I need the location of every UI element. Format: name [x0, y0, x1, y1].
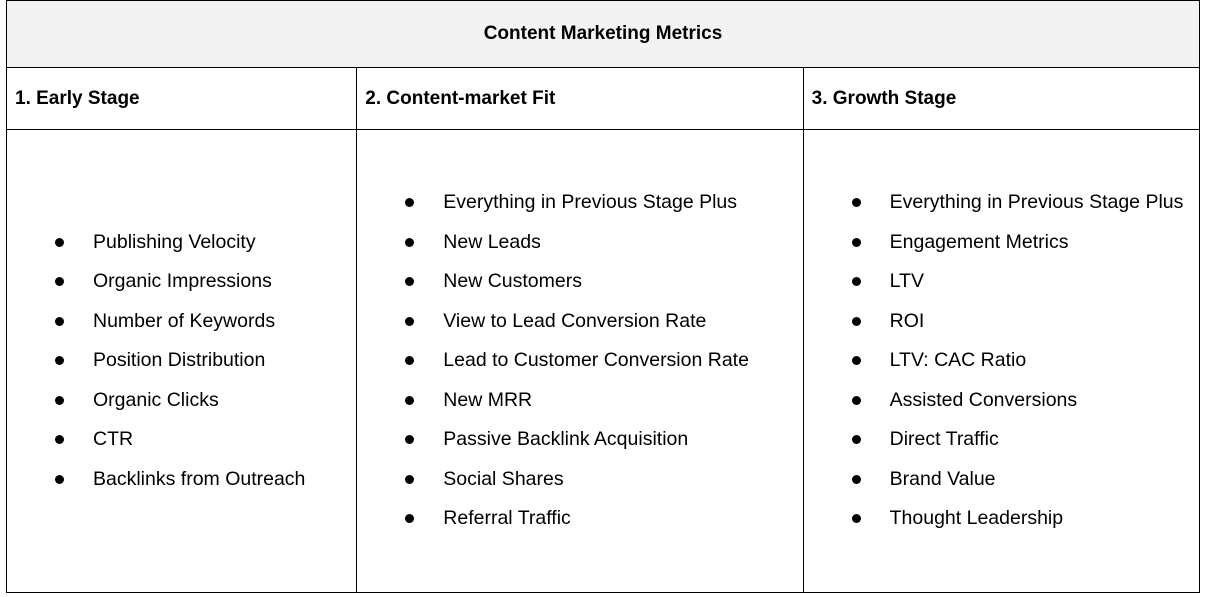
list-item-label: Thought Leadership: [889, 507, 1064, 530]
list-item: LTV: [804, 262, 1199, 302]
bullet-icon: [851, 277, 861, 287]
list-item-label: Engagement Metrics: [889, 230, 1069, 253]
column-cell-content-market-fit: Everything in Previous Stage Plus New Lea…: [356, 129, 804, 593]
list-item-label: Brand Value: [889, 467, 996, 490]
bullet-icon: [405, 356, 415, 366]
table-title: Content Marketing Metrics: [6, 0, 1200, 68]
column-cell-growth-stage: Everything in Previous Stage Plus Engagem…: [802, 129, 1201, 593]
bullet-icon: [851, 435, 861, 445]
list-item-label: Number of Keywords: [93, 309, 276, 332]
bullet-icon: [851, 356, 861, 366]
column-heading-growth-stage: 3. Growth Stage: [802, 67, 1201, 130]
bullet-icon: [851, 316, 861, 326]
bullet-icon: [55, 435, 64, 445]
list-item: Thought Leadership: [804, 499, 1199, 539]
metrics-table-container: Content Marketing Metrics 1. Early Stage…: [5, 0, 1201, 593]
title-row: Content Marketing Metrics: [6, 0, 1200, 68]
list-item-label: LTV: CAC Ratio: [889, 349, 1027, 372]
list-item-label: Backlinks from Outreach: [93, 467, 306, 490]
list-item: ROI: [804, 302, 1199, 342]
bullet-icon: [55, 237, 64, 247]
list-item: Publishing Velocity: [7, 223, 356, 263]
list-item: Social Shares: [357, 460, 802, 500]
header-row: 1. Early Stage 2. Content-market Fit 3. …: [5, 67, 1201, 130]
list-item: LTV: CAC Ratio: [804, 341, 1199, 381]
list-item: Lead to Customer Conversion Rate: [357, 341, 802, 381]
metric-list-early-stage: Publishing Velocity Organic Impressions Nu…: [7, 223, 356, 500]
list-item: Backlinks from Outreach: [7, 460, 356, 500]
column-heading-content-market-fit: 2. Content-market Fit: [356, 67, 804, 130]
bullet-icon: [55, 277, 64, 287]
bullet-icon: [851, 198, 861, 208]
list-item: Referral Traffic: [357, 499, 802, 539]
list-item-label: New Customers: [443, 270, 582, 293]
list-item: Organic Impressions: [7, 262, 356, 302]
list-item-label: LTV: [889, 270, 924, 293]
list-item: New MRR: [357, 381, 802, 421]
list-item-label: CTR: [93, 428, 134, 451]
bullet-icon: [851, 514, 861, 524]
list-item: New Leads: [357, 223, 802, 263]
list-item: Position Distribution: [7, 341, 356, 381]
list-item: Number of Keywords: [7, 302, 356, 342]
bullet-icon: [405, 474, 415, 484]
list-item-label: ROI: [889, 309, 925, 332]
metric-list-content-market-fit: Everything in Previous Stage Plus New Lea…: [357, 183, 802, 539]
list-item-label: Passive Backlink Acquisition: [443, 428, 689, 451]
list-item-label: View to Lead Conversion Rate: [443, 309, 707, 332]
list-item-label: Everything in Previous Stage Plus: [443, 191, 738, 214]
bullet-icon: [405, 316, 415, 326]
list-item-label: New Leads: [443, 230, 541, 253]
list-item: Everything in Previous Stage Plus: [357, 183, 802, 223]
list-item-label: Position Distribution: [93, 349, 266, 372]
metrics-table: Content Marketing Metrics 1. Early Stage…: [5, 0, 1201, 593]
bullet-icon: [405, 237, 415, 247]
list-item: CTR: [7, 420, 356, 460]
list-item-label: Everything in Previous Stage Plus: [889, 191, 1184, 214]
list-item-label: Direct Traffic: [889, 428, 999, 451]
list-item: Organic Clicks: [7, 381, 356, 421]
list-item-label: Organic Clicks: [93, 388, 219, 411]
bullet-icon: [55, 356, 64, 366]
column-heading-early-stage: 1. Early Stage: [5, 67, 358, 130]
bullet-icon: [405, 277, 415, 287]
column-cell-early-stage: Publishing Velocity Organic Impressions Nu…: [5, 129, 358, 593]
bullet-icon: [55, 316, 64, 326]
bullet-icon: [405, 514, 415, 524]
list-item-label: Referral Traffic: [443, 507, 571, 530]
list-item-label: Social Shares: [443, 467, 564, 490]
list-item: View to Lead Conversion Rate: [357, 302, 802, 342]
list-item: Engagement Metrics: [804, 223, 1199, 263]
list-item: Brand Value: [804, 460, 1199, 500]
list-item: Everything in Previous Stage Plus: [804, 183, 1199, 223]
list-item-label: Lead to Customer Conversion Rate: [443, 349, 749, 372]
bullet-icon: [851, 474, 861, 484]
list-item-label: Publishing Velocity: [93, 230, 256, 253]
bullet-icon: [851, 237, 861, 247]
list-item-label: New MRR: [443, 388, 533, 411]
metric-list-growth-stage: Everything in Previous Stage Plus Engagem…: [804, 183, 1199, 539]
list-item-label: Organic Impressions: [93, 270, 272, 293]
bullet-icon: [55, 474, 64, 484]
bullet-icon: [405, 198, 415, 208]
bullet-icon: [405, 395, 415, 405]
list-item: New Customers: [357, 262, 802, 302]
list-item: Direct Traffic: [804, 420, 1199, 460]
bullet-icon: [405, 435, 415, 445]
body-row: Publishing Velocity Organic Impressions Nu…: [5, 129, 1201, 593]
list-item-label: Assisted Conversions: [889, 388, 1078, 411]
list-item: Assisted Conversions: [804, 381, 1199, 421]
bullet-icon: [851, 395, 861, 405]
list-item: Passive Backlink Acquisition: [357, 420, 802, 460]
bullet-icon: [55, 395, 64, 405]
